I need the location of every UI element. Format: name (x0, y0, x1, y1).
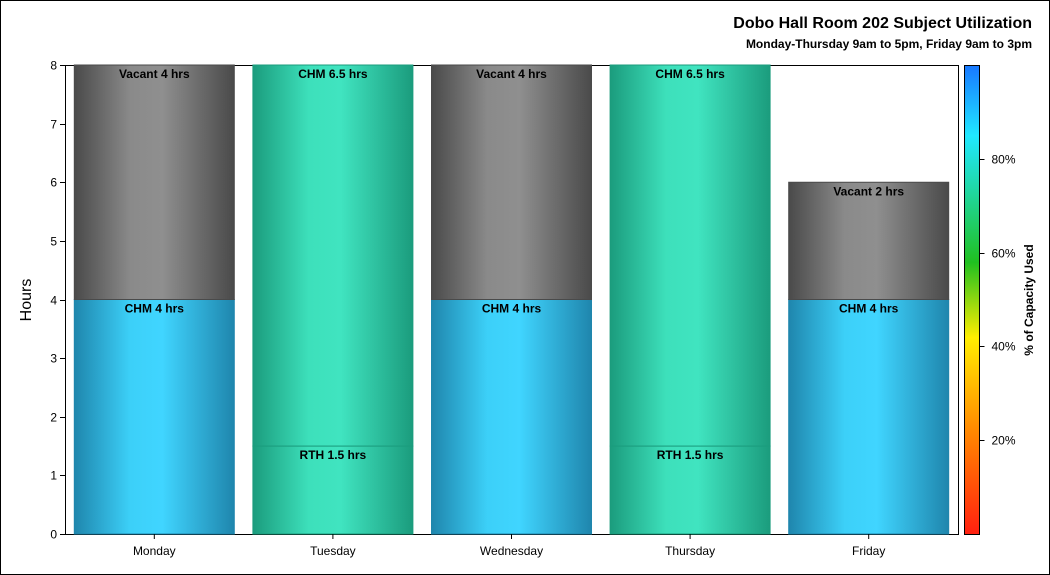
bar-segment (252, 64, 414, 447)
chart-subtitle: Monday-Thursday 9am to 5pm, Friday 9am t… (746, 37, 1032, 51)
y-tick-label: 0 (50, 528, 57, 542)
x-tick-label: Tuesday (310, 544, 356, 558)
y-tick-label: 7 (50, 118, 57, 132)
bar-label: CHM 4 hrs (482, 302, 542, 316)
bars: CHM 4 hrs Vacant 4 hrs RTH 1.5 hrs CHM 6.5 … (73, 64, 950, 535)
bar-label: CHM 4 hrs (839, 302, 899, 316)
colorbar-title: % of Capacity Used (1022, 244, 1036, 355)
bar-label: CHM 6.5 hrs (298, 67, 368, 81)
y-tick-label: 1 (50, 469, 57, 483)
x-tick-label: Monday (133, 544, 176, 558)
y-tick-label: 4 (50, 294, 57, 308)
y-axis: 0 1 2 3 4 5 6 7 8 (50, 59, 65, 542)
colorbar-tick-label: 20% (991, 434, 1015, 448)
colorbar-tick-label: 40% (991, 340, 1015, 354)
y-tick-label: 6 (50, 176, 57, 190)
y-tick-label: 8 (50, 59, 57, 73)
x-axis: Monday Tuesday Wednesday Thursday Friday (133, 534, 885, 558)
x-tick-label: Friday (852, 544, 885, 558)
bar-segment (609, 445, 771, 535)
colorbar-tick-label: 60% (991, 247, 1015, 261)
bar-segment (431, 299, 592, 535)
bar-segment (73, 299, 235, 535)
y-tick-label: 2 (50, 411, 57, 425)
x-tick-label: Thursday (665, 544, 715, 558)
bar-label: Vacant 2 hrs (833, 184, 904, 198)
bar-segment (431, 64, 592, 300)
colorbar-ticks: 20% 40% 60% 80% (979, 153, 1016, 448)
bar-segment (73, 64, 235, 300)
bar-label: Vacant 4 hrs (119, 67, 190, 81)
colorbar (964, 65, 980, 535)
bar-segment (609, 64, 771, 447)
chart-title: Dobo Hall Room 202 Subject Utilization (733, 15, 1032, 32)
bar-segment (788, 299, 950, 535)
x-tick-label: Wednesday (480, 544, 543, 558)
colorbar-tick-label: 80% (991, 153, 1015, 167)
bar-segment (252, 445, 414, 535)
bar-label: CHM 4 hrs (125, 302, 185, 316)
bar-label: RTH 1.5 hrs (300, 448, 367, 462)
y-tick-label: 5 (50, 235, 57, 249)
bar-label: RTH 1.5 hrs (657, 448, 724, 462)
bar-label: CHM 6.5 hrs (655, 67, 725, 81)
bar-segment (788, 181, 950, 300)
bar-label: Vacant 4 hrs (476, 67, 547, 81)
y-axis-title: Hours (18, 279, 35, 322)
y-tick-label: 3 (50, 352, 57, 366)
